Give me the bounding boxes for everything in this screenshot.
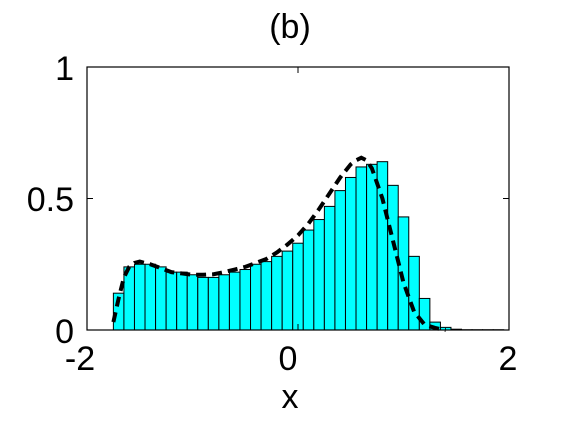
histogram-bar — [219, 275, 230, 330]
histogram-bar — [240, 270, 251, 330]
y-tick-label-1: 1 — [55, 50, 74, 88]
histogram-bar — [303, 230, 314, 330]
histogram-bar — [198, 277, 209, 330]
histogram-bar — [282, 251, 293, 330]
chart-title: (b) — [269, 8, 311, 46]
histogram-bar — [177, 272, 188, 330]
histogram-bar — [166, 272, 177, 330]
histogram-bars — [113, 162, 503, 330]
histogram-bar — [156, 267, 167, 330]
histogram-bar — [419, 298, 430, 330]
y-tick-label-0-5: 0.5 — [27, 181, 74, 219]
histogram-bar — [124, 267, 135, 330]
histogram-bar — [345, 177, 356, 330]
histogram-bar — [261, 262, 272, 330]
histogram-bar — [229, 272, 240, 330]
histogram-bar — [356, 167, 367, 330]
histogram-bar — [272, 256, 283, 330]
histogram-bar — [187, 275, 198, 330]
histogram-bar — [335, 191, 346, 330]
x-tick-label-0: 0 — [279, 340, 298, 378]
histogram-bar — [293, 243, 304, 330]
histogram-bar — [208, 277, 219, 330]
x-tick-label-minus-2: -2 — [65, 340, 95, 378]
histogram-bar — [314, 220, 325, 330]
histogram-bar — [324, 206, 335, 330]
x-tick-label-2: 2 — [499, 340, 518, 378]
x-axis-label: x — [282, 378, 299, 416]
histogram-bar — [367, 164, 378, 330]
histogram-bar — [251, 264, 262, 330]
histogram-bar — [145, 264, 156, 330]
histogram-bar — [134, 264, 145, 330]
